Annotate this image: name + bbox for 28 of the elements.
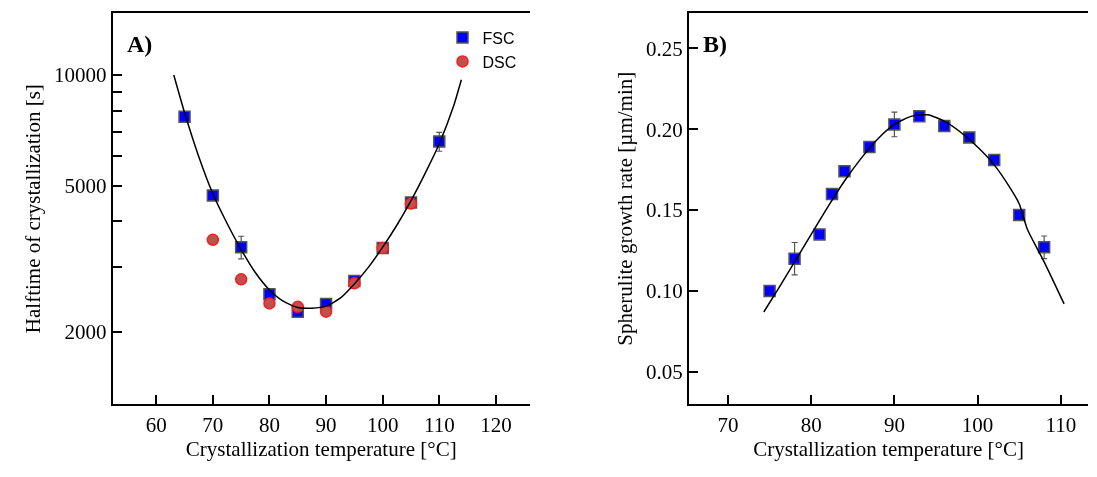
y-axis-title: Spherulite growth rate [µm/min] [612, 71, 637, 346]
x-tick-label: 80 [800, 412, 822, 437]
x-tick-label: 110 [1045, 412, 1077, 437]
y-tick-label: 0.10 [645, 279, 683, 304]
y-tick-label: 0.25 [645, 36, 683, 61]
y-tick-label: 0.20 [645, 117, 683, 142]
y-tick-label: 10000 [53, 63, 107, 88]
x-tick-label: 100 [366, 412, 399, 437]
text: A) [127, 31, 153, 57]
x-tick-label: 70 [202, 412, 224, 437]
legend-label: DSC [482, 53, 517, 71]
x-tick-label: 90 [315, 412, 337, 437]
x-tick-label: 120 [480, 412, 512, 437]
y-tick-label: 2000 [64, 320, 107, 345]
x-tick-label: 110 [423, 412, 455, 437]
x-tick-label: 60 [145, 412, 167, 437]
x-tick-label: 70 [717, 412, 739, 437]
y-axis-title: Halftime of crystallization [s] [20, 84, 45, 334]
x-tick-label: 90 [883, 412, 905, 437]
y-tick-label: 0.05 [645, 360, 683, 385]
x-tick-label: 80 [258, 412, 280, 437]
x-tick-label: 100 [961, 412, 994, 437]
text: B) [703, 31, 727, 57]
x-axis-title: Crystallization temperature [°C] [753, 437, 1024, 462]
legend-label: FSC [482, 29, 515, 47]
y-tick-label: 0.15 [645, 198, 683, 223]
y-tick-label: 5000 [64, 173, 107, 198]
x-axis-title: Crystallization temperature [°C] [185, 437, 457, 462]
